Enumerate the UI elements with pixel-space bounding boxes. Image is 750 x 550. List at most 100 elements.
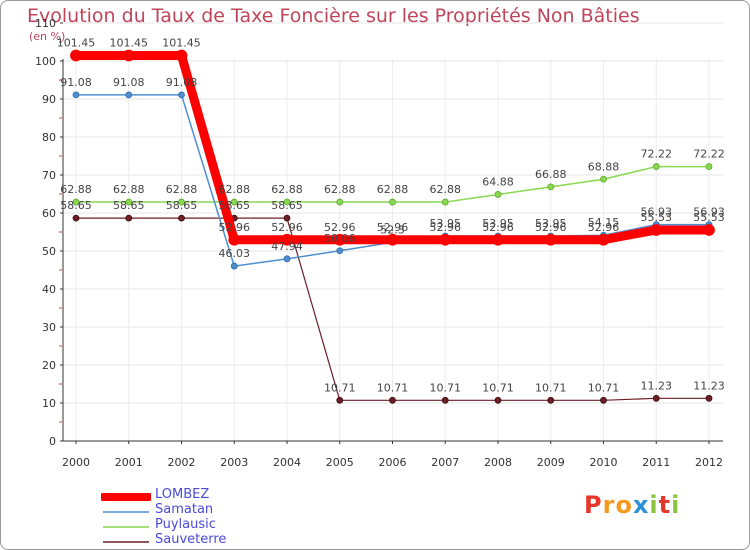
legend-swatch-lombez [101, 493, 151, 501]
data-point-puylausic [441, 198, 449, 206]
x-tick-label: 2003 [220, 456, 248, 469]
x-tick-label: 2002 [168, 456, 196, 469]
data-point-lombez [650, 224, 663, 236]
data-label-puylausic: 62.88 [113, 183, 145, 196]
data-label-puylausic: 66.88 [535, 168, 567, 181]
y-tick-label: 60 [42, 207, 56, 220]
data-point-lombez [386, 233, 399, 246]
data-label-sauveterre: 10.71 [588, 381, 620, 394]
data-label-samatan: 56.93 [641, 206, 673, 219]
logo-letter: t [658, 491, 672, 519]
data-label-sauveterre: 58.65 [166, 199, 198, 212]
x-tick-label: 2008 [484, 456, 512, 469]
data-point-sauveterre [547, 396, 555, 404]
data-point-sauveterre [336, 396, 344, 404]
data-label-samatan: 56.93 [693, 206, 725, 219]
data-label-lombez: 55.53 [693, 211, 725, 224]
proxiti-logo: Proxiti [584, 491, 680, 519]
y-tick-label: 70 [42, 169, 56, 182]
data-point-lombez [333, 233, 346, 246]
data-label-lombez: 52.96 [482, 221, 514, 234]
data-point-puylausic [230, 198, 238, 206]
y-tick-label: 10 [42, 397, 56, 410]
data-point-sauveterre [705, 394, 713, 402]
data-label-sauveterre: 11.23 [641, 379, 673, 392]
data-label-puylausic: 62.88 [324, 183, 356, 196]
x-tick-label: 2011 [642, 456, 670, 469]
data-point-lombez [228, 233, 241, 246]
y-tick-label: 0 [49, 435, 56, 448]
y-tick-label: 20 [42, 359, 56, 372]
data-label-sauveterre: 10.71 [324, 381, 356, 394]
data-point-lombez [492, 233, 504, 246]
data-point-sauveterre [125, 214, 133, 222]
data-label-samatan: 53.95 [430, 217, 462, 230]
data-label-puylausic: 62.88 [430, 183, 462, 196]
data-point-puylausic [283, 198, 291, 206]
logo-letter: o [615, 491, 633, 519]
data-label-puylausic: 62.88 [271, 183, 303, 196]
data-point-lombez [597, 233, 610, 246]
data-label-lombez: 52.96 [588, 221, 620, 234]
x-tick-label: 2010 [590, 456, 618, 469]
legend-label-puylausic: Puylausic [155, 517, 216, 532]
data-point-lombez [703, 224, 715, 236]
x-tick-label: 2009 [537, 456, 565, 469]
data-label-sauveterre: 10.71 [430, 381, 462, 394]
y-tick-label: 30 [42, 321, 56, 334]
data-point-puylausic [336, 198, 344, 206]
data-point-puylausic [547, 183, 555, 191]
x-tick-label: 2006 [379, 456, 407, 469]
data-label-samatan: 50.06 [324, 232, 356, 245]
data-point-puylausic [705, 163, 713, 170]
data-label-puylausic: 72.22 [641, 148, 673, 161]
data-label-puylausic: 62.88 [166, 183, 198, 196]
data-label-samatan: 54.15 [588, 216, 620, 229]
data-label-samatan: 46.03 [219, 247, 251, 260]
data-label-samatan: 52.3 [380, 223, 405, 236]
data-point-sauveterre [178, 214, 185, 222]
data-point-puylausic [72, 198, 80, 206]
logo-letter: i [649, 491, 659, 519]
data-point-samatan [125, 91, 133, 99]
data-point-sauveterre [600, 396, 607, 404]
data-label-lombez: 52.96 [219, 221, 251, 234]
data-label-samatan: 91.08 [166, 76, 198, 89]
data-point-sauveterre [283, 214, 291, 222]
data-label-lombez: 52.96 [377, 221, 409, 234]
data-label-lombez: 52.96 [324, 221, 356, 234]
data-label-puylausic: 64.88 [482, 175, 514, 188]
data-label-lombez: 52.96 [271, 221, 303, 234]
data-label-lombez: 52.96 [535, 221, 567, 234]
x-tick-label: 2005 [326, 456, 354, 469]
logo-letter: P [584, 491, 603, 519]
data-point-lombez [439, 233, 452, 246]
y-tick-label: 80 [42, 131, 56, 144]
logo-letter: x [632, 491, 650, 519]
y-tick-label: 50 [42, 245, 56, 258]
data-point-puylausic [600, 175, 607, 183]
data-label-samatan: 53.95 [535, 217, 567, 230]
data-point-sauveterre [652, 394, 660, 402]
data-point-sauveterre [389, 396, 396, 404]
data-point-puylausic [125, 198, 133, 206]
chart-subtitle: (en %) [29, 30, 66, 43]
data-point-samatan [336, 247, 344, 255]
x-tick-label: 2000 [62, 456, 90, 469]
data-point-puylausic [178, 198, 185, 206]
data-point-lombez [175, 49, 188, 62]
data-point-puylausic [389, 198, 396, 206]
data-label-sauveterre: 10.71 [535, 381, 567, 394]
data-point-lombez [122, 49, 135, 62]
y-tick-label: 90 [42, 93, 56, 106]
logo-letter: r [602, 491, 616, 519]
data-point-sauveterre [441, 396, 449, 404]
data-point-sauveterre [494, 396, 502, 404]
data-label-samatan: 91.08 [113, 76, 145, 89]
data-label-lombez: 55.53 [641, 211, 673, 224]
y-tick-label: 110 [35, 17, 56, 30]
data-label-sauveterre: 10.71 [377, 381, 409, 394]
data-label-lombez: 101.45 [162, 36, 201, 49]
